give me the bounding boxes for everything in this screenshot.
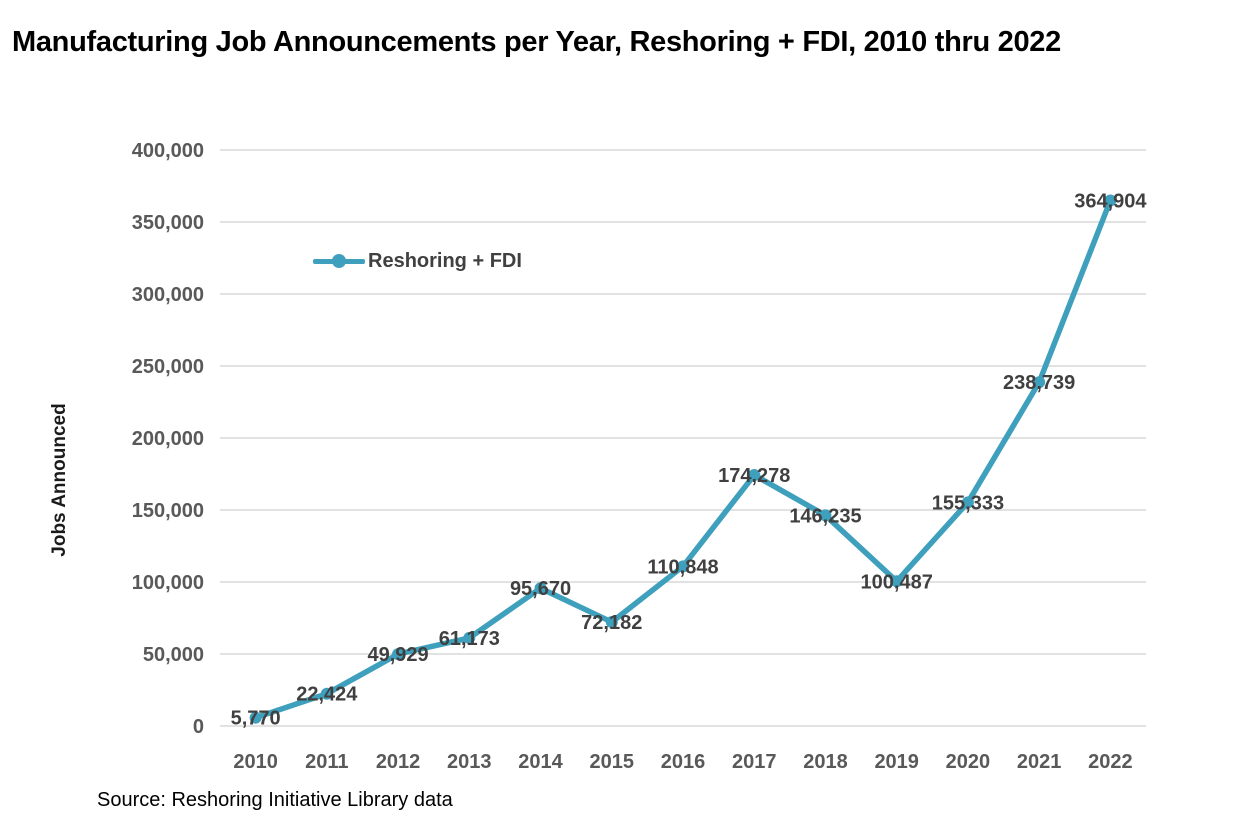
data-point-marker	[534, 582, 547, 595]
data-point-marker	[249, 711, 262, 724]
x-tick-label: 2011	[305, 751, 348, 773]
x-tick-label: 2013	[447, 751, 492, 773]
y-tick-label: 200,000	[132, 428, 204, 450]
legend-line-marker-icon	[313, 248, 365, 274]
y-tick-label: 100,000	[132, 572, 204, 594]
data-point-label: 61,173	[439, 628, 500, 650]
data-point-marker	[463, 631, 476, 644]
x-tick-label: 2017	[732, 751, 777, 773]
x-tick-label: 2020	[946, 751, 991, 773]
y-tick-label: 50,000	[143, 644, 204, 666]
y-tick-label: 150,000	[132, 500, 204, 522]
x-tick-label: 2021	[1017, 751, 1062, 773]
data-point-marker	[819, 509, 832, 522]
x-tick-label: 2018	[803, 751, 848, 773]
data-point-marker	[320, 687, 333, 700]
legend-series-label: Reshoring + FDI	[368, 249, 522, 272]
data-point-label: 100,487	[861, 571, 933, 593]
legend: Reshoring + FDI	[313, 248, 522, 274]
data-point-label: 146,235	[789, 505, 861, 527]
data-point-label: 238,739	[1003, 372, 1075, 394]
x-tick-label: 2010	[233, 751, 278, 773]
data-point-label: 95,670	[510, 578, 571, 600]
data-point-marker	[392, 648, 405, 661]
data-point-label: 5,770	[231, 708, 281, 730]
data-point-label: 22,424	[296, 684, 358, 706]
y-tick-label: 0	[193, 716, 204, 738]
data-point-label: 110,848	[647, 556, 718, 578]
data-point-marker	[605, 616, 618, 629]
chart-title: Manufacturing Job Announcements per Year…	[12, 26, 1061, 58]
x-tick-label: 2019	[874, 751, 919, 773]
x-tick-label: 2012	[376, 751, 421, 773]
source-note: Source: Reshoring Initiative Library dat…	[97, 789, 453, 811]
data-point-label: 364,904	[1074, 191, 1147, 213]
x-tick-label: 2016	[661, 751, 706, 773]
data-point-label: 155,333	[932, 492, 1004, 514]
data-point-label: 49,929	[367, 644, 428, 666]
x-tick-label: 2022	[1088, 751, 1133, 773]
data-point-marker	[1033, 376, 1046, 389]
data-point-marker	[890, 575, 903, 588]
x-tick-label: 2015	[590, 751, 635, 773]
data-point-marker	[748, 469, 761, 482]
y-tick-label: 250,000	[132, 356, 204, 378]
y-tick-label: 300,000	[132, 284, 204, 306]
series-line	[252, 197, 1114, 721]
data-point-label: 174,278	[718, 465, 790, 487]
data-point-marker	[677, 560, 689, 573]
y-tick-label: 350,000	[132, 212, 204, 234]
y-tick-label: 400,000	[132, 140, 204, 162]
data-point-marker	[961, 496, 974, 509]
data-point-label: 72,182	[581, 612, 642, 634]
data-point-marker	[1104, 194, 1117, 207]
x-tick-label: 2014	[518, 751, 563, 773]
